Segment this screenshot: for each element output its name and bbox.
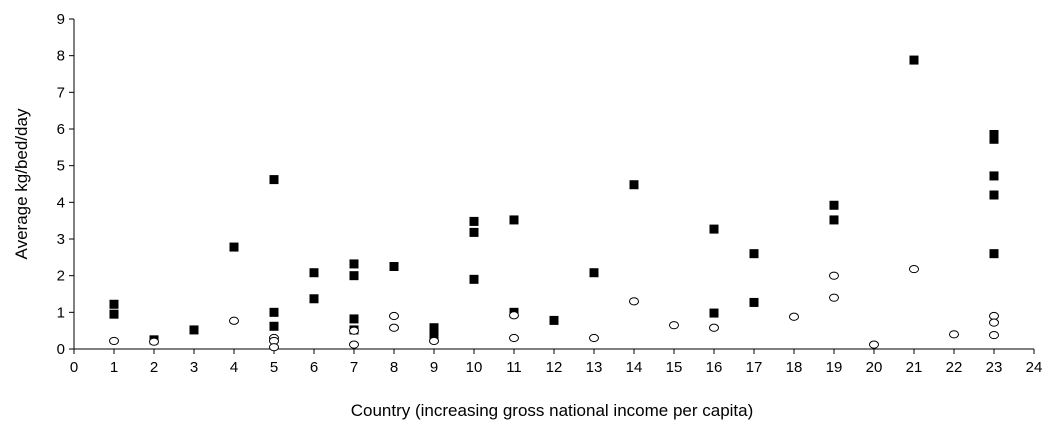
data-point-circle [589, 333, 599, 343]
data-point-square [109, 299, 119, 309]
data-point-square [629, 180, 639, 190]
x-tick-label: 12 [546, 359, 563, 376]
data-point-circle [109, 336, 119, 346]
data-point-square [989, 249, 999, 259]
data-point-square [349, 314, 359, 324]
x-tick-label: 11 [506, 359, 522, 376]
x-tick-label: 22 [946, 359, 963, 376]
x-tick-label: 2 [150, 359, 158, 376]
x-tick-label: 6 [310, 359, 318, 376]
data-point-circle [829, 271, 839, 280]
y-tick-labels: 0 1 2 3 4 5 6 7 8 9 [57, 11, 65, 358]
data-point-square [109, 309, 119, 319]
data-point-square [469, 227, 479, 237]
data-point-square [749, 249, 759, 259]
data-point-circle [629, 297, 639, 306]
data-point-circle [429, 336, 439, 346]
x-tick-label: 7 [350, 359, 358, 376]
data-point-circle [349, 340, 359, 349]
data-point-square [709, 308, 719, 318]
y-tick-label: 5 [57, 158, 65, 175]
data-point-circle [349, 326, 359, 335]
y-tick-label: 1 [57, 304, 65, 321]
data-point-square [589, 268, 599, 278]
data-point-square [829, 200, 839, 210]
x-tick-label: 0 [70, 359, 78, 376]
data-point-square [349, 271, 359, 281]
data-point-circle [509, 333, 519, 343]
data-point-square [309, 268, 319, 278]
data-point-square [989, 190, 999, 200]
data-point-square [229, 242, 239, 252]
x-tick-label: 9 [430, 359, 438, 376]
x-tick-label: 16 [706, 359, 723, 376]
x-tick-label: 21 [906, 359, 923, 376]
x-axis-title: Country (increasing gross national incom… [351, 401, 754, 420]
data-point-square [709, 224, 719, 234]
data-point-circle [869, 340, 879, 349]
data-point-square [909, 55, 919, 65]
data-point-square [269, 307, 279, 317]
x-tick-label: 19 [826, 359, 843, 376]
data-point-square [189, 325, 199, 335]
data-point-square [349, 259, 359, 269]
data-point-square [469, 216, 479, 226]
data-point-circle [909, 264, 919, 274]
data-point-square [509, 215, 519, 225]
data-point-square [829, 215, 839, 225]
data-point-circle [229, 316, 239, 325]
y-tick-label: 4 [57, 194, 65, 211]
data-points [109, 55, 999, 352]
data-point-square [389, 262, 399, 271]
data-point-square [989, 130, 999, 139]
x-tick-label: 3 [190, 359, 198, 376]
data-point-square [549, 315, 559, 325]
data-point-square [269, 321, 279, 331]
x-tick-label: 13 [586, 359, 603, 376]
data-point-square [429, 323, 439, 333]
data-point-circle [989, 330, 999, 340]
data-point-square [269, 175, 279, 185]
x-tick-label: 20 [866, 359, 883, 376]
x-tick-label: 18 [786, 359, 803, 376]
data-point-circle [949, 330, 959, 339]
data-point-circle [669, 321, 679, 330]
x-tick-label: 5 [270, 359, 278, 376]
x-tick-label: 1 [110, 359, 118, 376]
data-point-square [989, 171, 999, 181]
data-point-circle [989, 318, 999, 327]
data-point-circle [709, 323, 719, 332]
x-tick-label: 15 [666, 359, 683, 376]
x-tick-label: 8 [390, 359, 398, 376]
y-tick-label: 6 [57, 121, 65, 138]
y-tick-label: 0 [57, 341, 65, 358]
x-tick-label: 23 [986, 359, 1003, 376]
data-point-square [469, 274, 479, 284]
data-point-square [749, 297, 759, 307]
data-point-circle [389, 323, 399, 332]
y-tick-label: 8 [57, 48, 65, 65]
x-tick-label: 17 [746, 359, 763, 376]
data-point-circle [509, 311, 519, 320]
x-tick-label: 10 [466, 359, 483, 376]
x-tick-labels: 0 1 2 3 4 5 6 7 8 9 10 11 12 13 14 15 16 17 18 19 20 21 22 23 24 [70, 359, 1043, 376]
data-point-circle [829, 293, 839, 302]
x-tick-label: 14 [626, 359, 643, 376]
data-point-circle [149, 337, 159, 346]
y-tick-label: 9 [57, 11, 65, 28]
data-point-circle [789, 312, 799, 321]
data-point-square [429, 331, 439, 341]
axes [69, 18, 1035, 354]
y-axis-title: Average kg/bed/day [12, 108, 31, 259]
y-tick-label: 7 [57, 84, 65, 101]
data-point-circle [389, 311, 399, 321]
x-tick-label: 4 [230, 359, 238, 376]
data-point-square [989, 134, 999, 144]
data-point-square [309, 294, 319, 304]
y-tick-label: 3 [57, 231, 65, 248]
data-point-circle [269, 343, 279, 352]
y-tick-label: 2 [57, 268, 65, 285]
x-tick-label: 24 [1026, 359, 1043, 376]
